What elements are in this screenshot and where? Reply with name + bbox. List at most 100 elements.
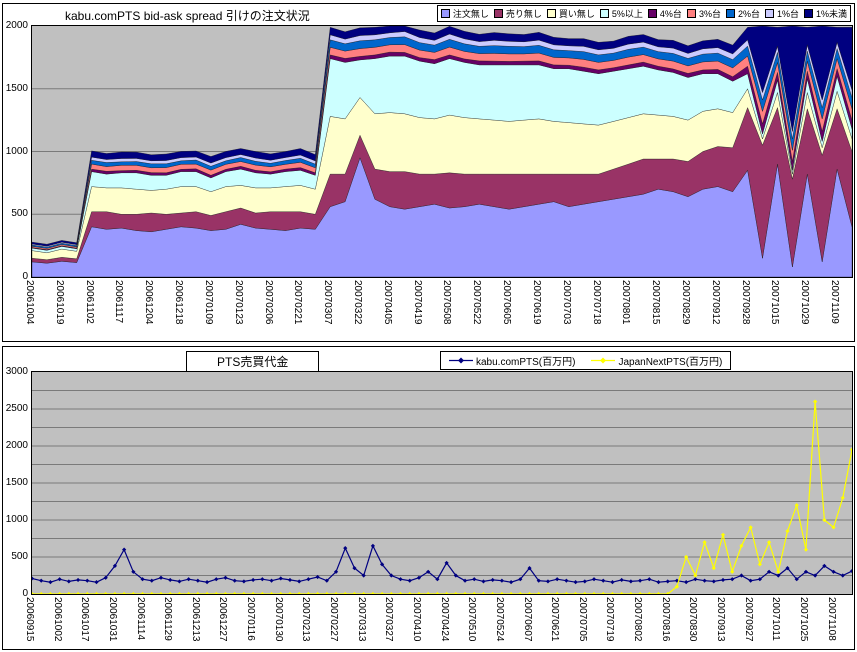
- y-axis-tick-label: 0: [22, 271, 28, 282]
- x-axis-tick-label: 20071015: [769, 280, 781, 325]
- marker-diamond: [214, 577, 219, 582]
- marker-diamond: [269, 591, 274, 597]
- marker-diamond: [536, 591, 541, 597]
- marker-diamond: [472, 577, 477, 582]
- marker-diamond: [333, 591, 339, 597]
- marker-diamond: [241, 579, 247, 584]
- x-axis-tick-label: 20070130: [272, 597, 284, 642]
- y-axis-tick-label: 1500: [5, 82, 28, 94]
- x-axis-tick-label: 20070221: [292, 280, 304, 325]
- marker-diamond: [684, 554, 689, 560]
- x-axis-tick-label: 20070524: [493, 597, 505, 642]
- legend-swatch-icon: [725, 9, 735, 18]
- x-axis-tick-label: 20070802: [632, 597, 644, 642]
- marker-diamond: [803, 569, 809, 574]
- marker-diamond: [453, 573, 458, 578]
- marker-diamond: [407, 578, 412, 583]
- marker-diamond: [610, 580, 615, 585]
- x-axis-tick-label: 20071108: [825, 597, 837, 641]
- x-axis-tick-label: 20070206: [262, 280, 274, 325]
- marker-diamond: [361, 573, 366, 578]
- legend-swatch-icon: [599, 9, 609, 18]
- marker-diamond: [748, 525, 753, 530]
- marker-diamond: [693, 577, 698, 582]
- marker-diamond: [573, 580, 578, 585]
- marker-diamond: [739, 573, 744, 578]
- marker-diamond: [435, 577, 440, 582]
- x-axis-tick-label: 20061017: [79, 597, 91, 642]
- marker-diamond: [287, 591, 293, 597]
- marker-diamond: [278, 576, 283, 581]
- x-axis-tick-label: 20071109: [829, 280, 841, 324]
- marker-diamond: [702, 540, 707, 545]
- x-axis-tick-label: 20070405: [381, 280, 393, 325]
- marker-diamond: [628, 579, 633, 584]
- x-axis-tick-label: 20061227: [217, 597, 229, 642]
- marker-diamond: [66, 591, 71, 597]
- marker-diamond: [757, 562, 762, 567]
- marker-diamond: [426, 591, 431, 597]
- marker-diamond: [628, 591, 633, 597]
- marker-diamond: [472, 591, 477, 597]
- x-axis-tick-label: 20070522: [471, 280, 483, 325]
- marker-diamond: [398, 577, 403, 582]
- y-axis-tick-label: 0: [22, 588, 28, 599]
- x-axis-tick-label: 20061129: [162, 597, 174, 641]
- marker-diamond: [748, 578, 753, 583]
- legend-item-1: JapanNextPTS(百万円): [591, 353, 722, 368]
- marker-diamond: [582, 579, 587, 584]
- marker-diamond: [720, 532, 726, 537]
- marker-diamond: [204, 580, 210, 585]
- marker-diamond: [637, 591, 643, 597]
- marker-diamond: [619, 591, 624, 597]
- marker-diamond: [57, 591, 62, 597]
- marker-diamond: [849, 447, 855, 452]
- marker-diamond: [232, 578, 237, 583]
- marker-diamond: [545, 579, 551, 584]
- legend-item-3: 5%以上: [599, 7, 643, 20]
- marker-diamond: [324, 591, 329, 597]
- legend-item-0: 注文無し: [440, 7, 489, 20]
- marker-diamond: [509, 591, 514, 597]
- x-axis-tick-label: 20070829: [680, 280, 691, 325]
- marker-diamond: [177, 579, 182, 584]
- legend-line-marker-icon: [449, 357, 473, 364]
- marker-diamond: [757, 577, 762, 582]
- legend-item-0: kabu.comPTS(百万円): [449, 353, 575, 368]
- marker-diamond: [398, 591, 403, 597]
- marker-diamond: [48, 580, 53, 585]
- marker-diamond: [545, 591, 551, 597]
- marker-diamond: [94, 580, 99, 585]
- marker-diamond: [195, 578, 200, 583]
- marker-diamond: [619, 577, 624, 583]
- y-axis-tick-label: 500: [11, 551, 28, 562]
- marker-diamond: [564, 591, 569, 597]
- marker-diamond: [85, 578, 90, 583]
- marker-diamond: [509, 580, 514, 585]
- marker-diamond: [407, 591, 412, 597]
- marker-diamond: [389, 573, 394, 578]
- marker-diamond: [297, 591, 302, 597]
- marker-diamond: [140, 591, 145, 597]
- marker-diamond: [195, 591, 200, 597]
- marker-diamond: [158, 575, 164, 580]
- x-axis-tick-label: 20070705: [576, 597, 588, 642]
- y-axis-tick-label: 1000: [5, 514, 28, 525]
- marker-diamond: [555, 591, 560, 597]
- x-axis-tick-label: 20070123: [232, 280, 244, 325]
- marker-diamond: [39, 578, 44, 583]
- marker-diamond: [251, 577, 256, 583]
- marker-diamond: [481, 591, 486, 597]
- marker-diamond: [444, 591, 449, 597]
- marker-diamond: [813, 573, 818, 578]
- bid-ask-spread-chart-panel: kabu.comPTS bid-ask spread 引けの注文状況 注文無し 売…: [2, 3, 855, 342]
- marker-diamond: [453, 591, 458, 597]
- x-axis-tick-label: 20070621: [549, 597, 561, 642]
- marker-diamond: [186, 591, 191, 597]
- marker-diamond: [555, 577, 560, 582]
- marker-diamond: [66, 579, 71, 584]
- x-axis-tick-label: 20070912: [709, 280, 721, 325]
- legend-swatch-icon: [493, 9, 503, 18]
- marker-diamond: [370, 591, 375, 597]
- x-axis-tick-label: 20070830: [687, 597, 699, 642]
